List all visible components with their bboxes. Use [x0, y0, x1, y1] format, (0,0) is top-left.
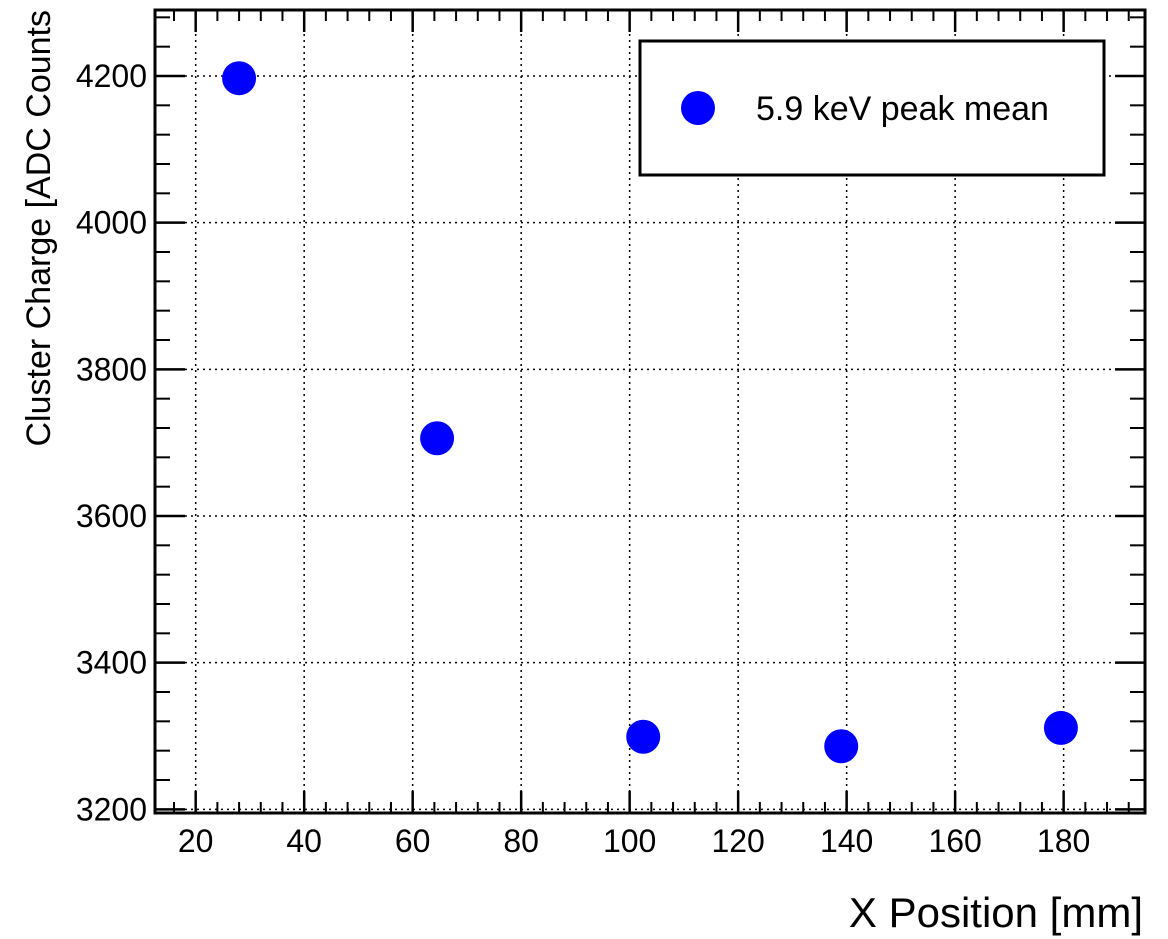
x-tick-label: 60: [395, 823, 431, 859]
legend-marker: [681, 91, 715, 125]
data-point: [222, 61, 257, 96]
x-tick-labels: 20 40 60 80 100 120 140 160 180: [178, 823, 1090, 859]
data-point: [824, 729, 859, 764]
data-point: [626, 719, 661, 754]
x-tick-label: 100: [603, 823, 656, 859]
x-axis-title: X Position [mm]: [849, 889, 1143, 936]
y-tick-label: 3200: [76, 791, 147, 827]
y-axis-title: Cluster Charge [ADC Counts: [20, 10, 58, 447]
x-tick-label: 120: [711, 823, 764, 859]
plot-frame: [153, 8, 1147, 815]
x-tick-label: 80: [503, 823, 539, 859]
x-tick-label: 180: [1037, 823, 1090, 859]
y-tick-labels: 3200 3400 3600 3800 4000 4200: [76, 58, 147, 827]
ticks-layer: [155, 10, 1145, 813]
data-point: [1043, 710, 1078, 745]
data-point: [420, 421, 455, 456]
legend-box: [638, 39, 1106, 177]
y-tick-label: 3800: [76, 351, 147, 387]
points-layer: [222, 61, 1078, 764]
x-tick-label: 160: [928, 823, 981, 859]
x-tick-label: 20: [178, 823, 214, 859]
legend: 5.9 keV peak mean: [638, 39, 1106, 177]
legend-label: 5.9 keV peak mean: [756, 90, 1049, 128]
x-tick-label: 140: [820, 823, 873, 859]
y-tick-label: 4200: [76, 58, 147, 94]
y-tick-label: 3400: [76, 645, 147, 681]
x-tick-label: 40: [286, 823, 322, 859]
y-tick-label: 3600: [76, 498, 147, 534]
y-tick-label: 4000: [76, 205, 147, 241]
